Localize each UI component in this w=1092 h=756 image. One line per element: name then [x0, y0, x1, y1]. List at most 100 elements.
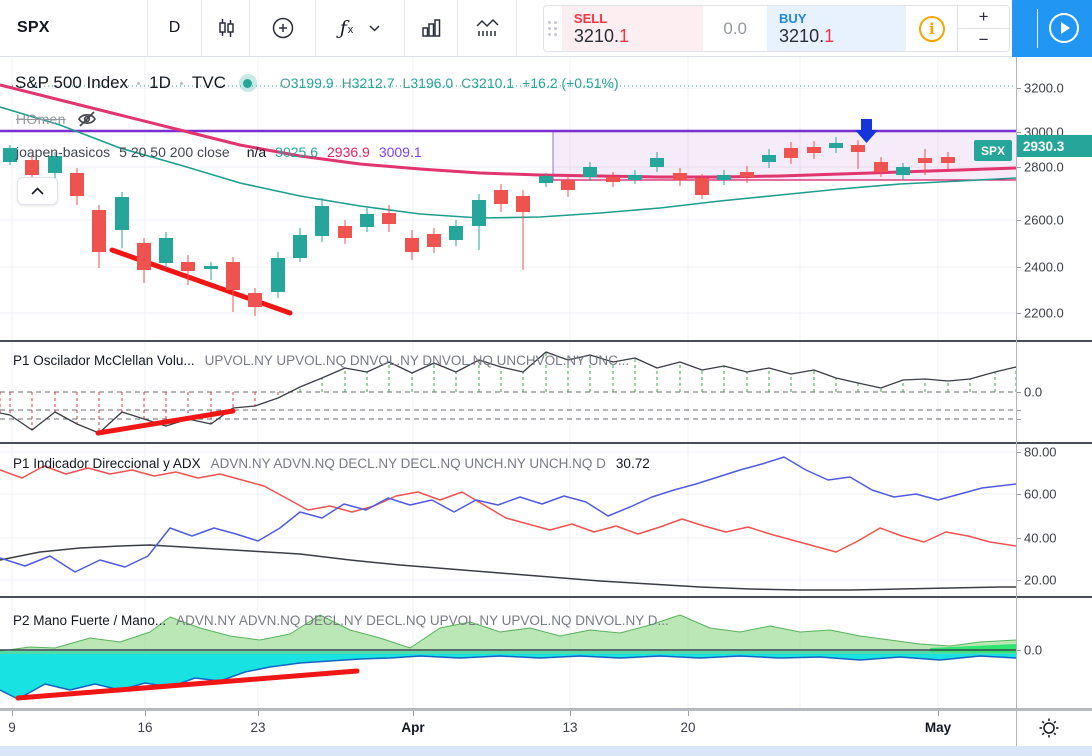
sell-price: 3210.1	[573, 26, 629, 46]
green-area-outline	[0, 614, 1017, 652]
candle-body	[516, 196, 530, 212]
axis-tick	[1016, 392, 1021, 393]
quantity-stepper: + −	[957, 6, 1009, 51]
grip-dots-icon	[548, 21, 558, 36]
pane-title[interactable]: P2 Mano Fuerte / Mano...	[13, 613, 167, 628]
axis-tick	[1016, 494, 1021, 495]
candle-body	[472, 200, 486, 226]
taskbar-edge	[0, 746, 1092, 756]
chevron-up-icon	[31, 187, 44, 195]
price-axis-label: 0.0	[1024, 384, 1043, 400]
compare-button[interactable]	[250, 0, 315, 56]
trend-line-mcclellan	[95, 408, 236, 436]
collapse-pane-button[interactable]	[17, 177, 58, 205]
indicator-value: n/a	[246, 144, 267, 160]
axis-tick	[1016, 267, 1021, 268]
play-icon	[1061, 22, 1070, 34]
candle-body	[181, 262, 195, 271]
plus-circle-icon	[272, 17, 293, 39]
time-axis-label: 9	[8, 720, 16, 735]
candle-body	[137, 243, 151, 270]
axis-tick	[1016, 220, 1021, 221]
time-tick	[688, 711, 689, 716]
symbol-button[interactable]: SPX	[0, 0, 147, 56]
candle-body	[941, 157, 955, 163]
axis-tick	[1016, 580, 1021, 581]
down-arrow-marker	[855, 119, 878, 143]
main-pane	[0, 83, 1017, 316]
price-axis-label: 2200.0	[1024, 305, 1064, 321]
indicator-row-homen: HOmen	[16, 107, 99, 131]
sell-button[interactable]: SELL 3210.1	[561, 6, 704, 51]
axis-tick	[1016, 167, 1021, 168]
green-area	[0, 615, 1016, 654]
candle-body	[874, 162, 888, 172]
candle-body	[762, 155, 776, 162]
price-axis-label: 0.0	[1024, 642, 1043, 658]
time-tick	[258, 711, 259, 716]
candle-body	[606, 177, 620, 182]
price-axis-label: 60.00	[1024, 486, 1057, 502]
chevron-down-icon	[369, 24, 380, 32]
candle-body	[159, 238, 173, 263]
chart-title: S&P 500 Index	[15, 73, 129, 92]
pane-series-list: UPVOL.NY UPVOL.NQ DNVOL.NY DNVOL.NQ UNCH…	[204, 353, 630, 368]
buy-button[interactable]: BUY 3210.1	[767, 6, 907, 51]
play-button[interactable]	[1049, 13, 1079, 43]
toolbar-divider	[516, 0, 517, 56]
candle-body	[315, 206, 329, 236]
quantity-increase-button[interactable]: +	[958, 6, 1009, 29]
candle-body	[807, 147, 821, 153]
toolbar-divider	[315, 0, 316, 56]
interval-label: D	[168, 19, 181, 36]
candle-body	[204, 266, 218, 269]
price-axis-label: 20.00	[1024, 572, 1057, 588]
last-price-badge: 2930.3	[1016, 135, 1092, 157]
price-scale[interactable]: 2930.3 3200.0 3000.0 2800.0 2600.0 2400.0 220…	[1016, 57, 1092, 710]
time-tick	[413, 711, 414, 716]
axis-tick	[1016, 88, 1021, 89]
buy-label: BUY	[779, 11, 807, 26]
chart-exchange: TVC	[191, 73, 226, 92]
candle-body	[650, 158, 664, 167]
candle-body	[628, 175, 642, 180]
symbol-label: SPX	[17, 19, 50, 36]
buy-price: 3210.1	[779, 26, 835, 46]
sell-label: SELL	[573, 11, 608, 26]
quantity-decrease-button[interactable]: −	[978, 30, 989, 49]
ma-fast-line	[0, 83, 1017, 179]
chart-style-button[interactable]	[202, 0, 249, 56]
ma-slow-line	[0, 106, 1017, 219]
candle-body	[673, 173, 687, 180]
gridlines	[0, 57, 1016, 710]
eye-off-icon[interactable]	[75, 107, 99, 131]
pane-title[interactable]: P1 Indicador Direccional y ADX	[13, 456, 201, 471]
time-axis-label: 16	[137, 720, 153, 735]
indicator-name: HOmen	[16, 111, 66, 127]
candle-body	[382, 213, 396, 224]
candle-body	[226, 262, 240, 290]
candle-body	[360, 214, 374, 227]
interval-button[interactable]: D	[148, 0, 201, 56]
minus-di-line	[0, 465, 1017, 553]
candle-body	[92, 210, 106, 252]
time-scale[interactable]: 9 16 23 Apr 13 20 May	[0, 710, 1092, 746]
ohlc-values: O3199.9 H3212.7 L3196.0 C3210.1 +16.2 (+…	[279, 75, 619, 91]
templates-button[interactable]	[405, 0, 457, 56]
drag-handle[interactable]	[544, 6, 562, 51]
toolbar-divider	[147, 0, 148, 56]
theme-toggle-button[interactable]	[1036, 715, 1062, 741]
sun-icon	[1039, 718, 1059, 738]
axis-tick	[1016, 132, 1021, 133]
candle-body	[918, 158, 932, 163]
info-icon: i	[918, 15, 945, 42]
axis-tick	[1016, 538, 1021, 539]
axis-tick	[1016, 313, 1021, 314]
mano-pane	[0, 614, 1017, 701]
forecast-button[interactable]	[458, 0, 516, 56]
pane-title[interactable]: P1 Oscilador McClellan Volu...	[13, 353, 195, 368]
order-info-button[interactable]: i	[906, 6, 958, 51]
candle-body	[449, 226, 463, 240]
